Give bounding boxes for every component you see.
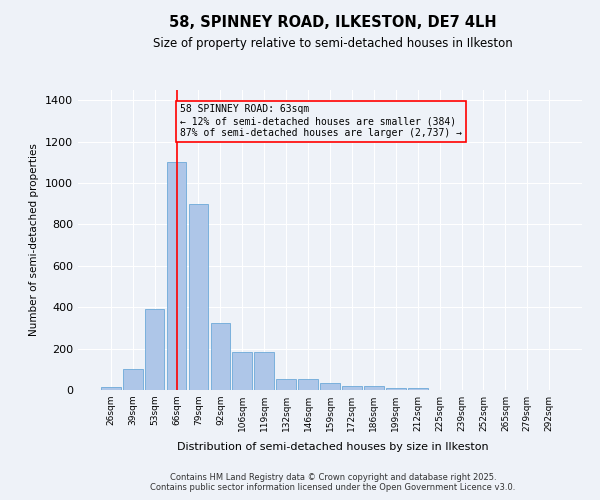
Bar <box>320 383 340 390</box>
Bar <box>276 378 296 390</box>
Bar <box>386 388 406 390</box>
Bar <box>101 387 121 390</box>
Bar <box>232 352 252 390</box>
Bar <box>342 386 362 390</box>
Text: 58, SPINNEY ROAD, ILKESTON, DE7 4LH: 58, SPINNEY ROAD, ILKESTON, DE7 4LH <box>169 15 497 30</box>
Bar <box>123 370 143 390</box>
Bar <box>211 323 230 390</box>
Text: Size of property relative to semi-detached houses in Ilkeston: Size of property relative to semi-detach… <box>153 38 513 51</box>
Text: Contains HM Land Registry data © Crown copyright and database right 2025.
Contai: Contains HM Land Registry data © Crown c… <box>151 473 515 492</box>
Bar <box>167 162 187 390</box>
Text: 58 SPINNEY ROAD: 63sqm
← 12% of semi-detached houses are smaller (384)
87% of se: 58 SPINNEY ROAD: 63sqm ← 12% of semi-det… <box>180 104 462 138</box>
Bar <box>408 388 428 390</box>
Text: Distribution of semi-detached houses by size in Ilkeston: Distribution of semi-detached houses by … <box>177 442 489 452</box>
Bar <box>145 310 164 390</box>
Y-axis label: Number of semi-detached properties: Number of semi-detached properties <box>29 144 40 336</box>
Bar <box>254 352 274 390</box>
Bar <box>188 204 208 390</box>
Bar <box>298 378 318 390</box>
Bar <box>364 386 384 390</box>
